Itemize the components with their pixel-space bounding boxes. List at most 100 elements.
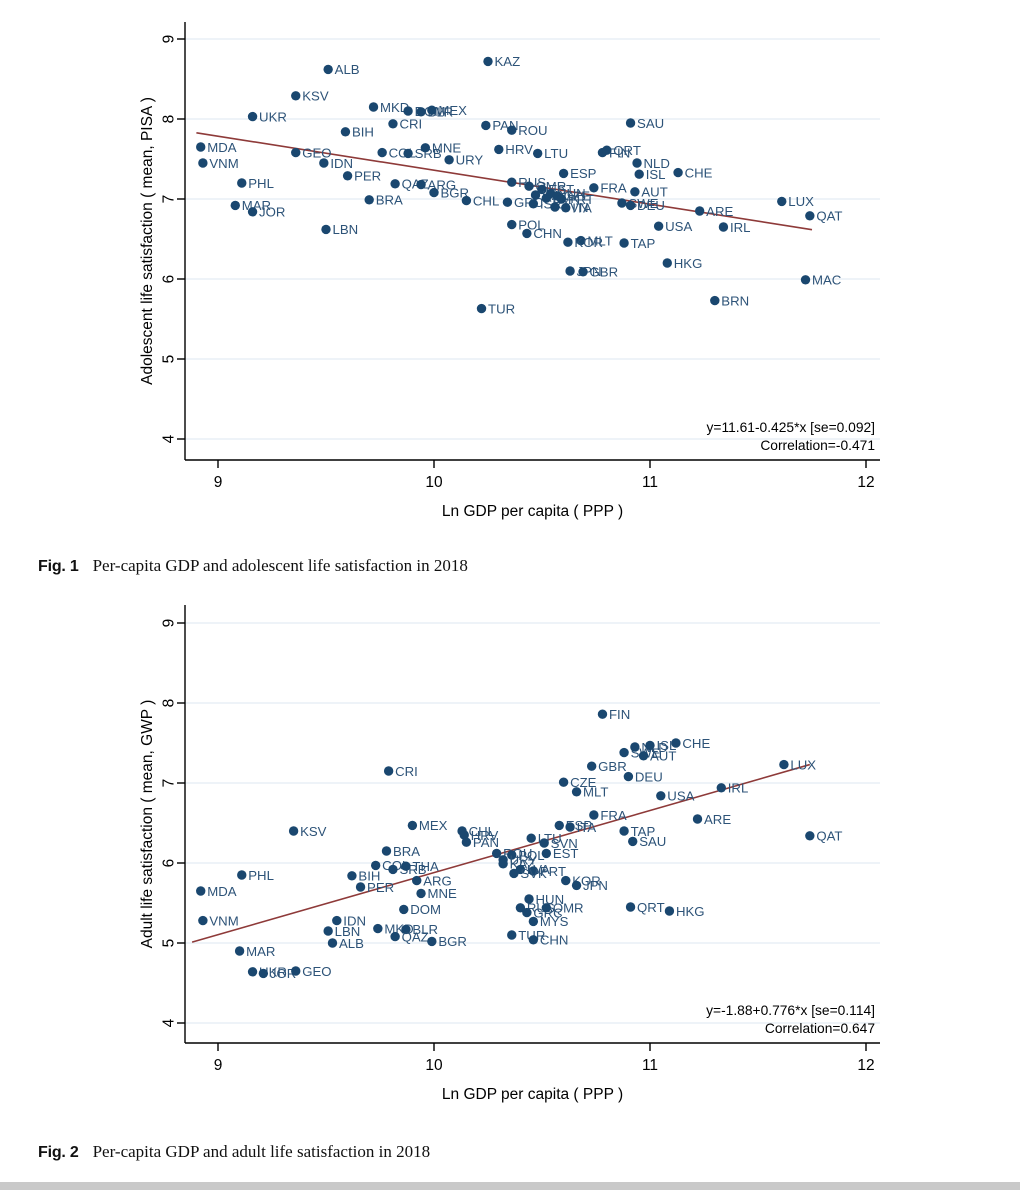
point-label-QAZ: QAZ bbox=[402, 929, 429, 944]
point-label-TAP: TAP bbox=[631, 236, 656, 251]
fig2-caption: Fig. 2 Per-capita GDP and adult life sati… bbox=[38, 1142, 430, 1162]
point-label-TUR: TUR bbox=[518, 928, 545, 943]
point-label-URY: URY bbox=[456, 153, 484, 168]
point-label-CHN: CHN bbox=[533, 226, 562, 241]
scatter-point-KSV bbox=[291, 91, 301, 101]
point-label-ITA: ITA bbox=[577, 820, 597, 835]
scatter-point-RUS bbox=[507, 177, 517, 187]
scatter-point-MNE bbox=[420, 143, 431, 153]
scatter-point-JPN bbox=[571, 880, 582, 891]
scatter-point-SWE bbox=[619, 747, 629, 758]
fig1-caption: Fig. 1 Per-capita GDP and adolescent life… bbox=[38, 556, 468, 576]
point-label-ALB: ALB bbox=[335, 62, 360, 77]
point-label-QAT: QAT bbox=[816, 209, 842, 224]
scatter-point-LUX bbox=[777, 196, 787, 207]
scatter-point-JPN bbox=[565, 266, 575, 276]
point-label-MEX: MEX bbox=[419, 818, 448, 833]
scatter-point-GEO bbox=[291, 966, 301, 976]
scatter-point-NLD bbox=[630, 742, 640, 752]
point-label-SVN: SVN bbox=[551, 836, 578, 851]
scatter-point-BIH bbox=[347, 871, 357, 881]
scatter-point-RUS bbox=[515, 903, 526, 913]
scatter-point-GEO bbox=[291, 147, 301, 158]
scatter-point-PAN bbox=[481, 120, 491, 131]
fig1-scatter-chart: 4 5 6 7 8 9 9 10 11 12 Ln GDP per capita ( PPP ) Ad… bbox=[139, 22, 880, 520]
scatter-point-GBR bbox=[586, 761, 597, 771]
point-label-CHE: CHE bbox=[682, 736, 710, 751]
scatter-point-CHL bbox=[461, 195, 472, 206]
scatter-point-LTU bbox=[526, 833, 536, 843]
point-label-PHL: PHL bbox=[248, 868, 274, 883]
scatter-point-ITA bbox=[561, 203, 571, 213]
scatter-point-ISL bbox=[634, 169, 644, 179]
y-tick-label: 6 bbox=[161, 859, 178, 868]
scatter-point-QMR bbox=[524, 181, 534, 191]
scatter-point-ISL bbox=[645, 740, 655, 751]
x-tick-label: 11 bbox=[642, 474, 658, 491]
point-label-BLR: BLR bbox=[412, 922, 438, 937]
scatter-point-SVK bbox=[509, 868, 519, 879]
point-label-LBN: LBN bbox=[335, 924, 361, 939]
point-label-LBN: LBN bbox=[333, 222, 359, 237]
x-tick-label: 12 bbox=[857, 474, 874, 491]
scatter-point-HKG bbox=[662, 258, 672, 268]
scatter-point-CHE bbox=[671, 738, 681, 748]
fig2-scatter-chart: 4 5 6 7 8 9 9 10 11 12 Ln GDP per capita ( PPP ) Ad… bbox=[139, 605, 880, 1103]
scatter-point-POL bbox=[507, 850, 517, 860]
y-tick-label: 8 bbox=[161, 115, 178, 124]
scatter-point-PHL bbox=[237, 870, 247, 880]
scatter-point-MKD bbox=[373, 923, 383, 934]
point-label-ROU: ROU bbox=[518, 123, 547, 138]
scatter-point-BGR bbox=[429, 187, 439, 198]
scatter-point-UKR bbox=[247, 111, 258, 122]
point-label-MYS: MYS bbox=[540, 914, 569, 929]
scatter-point-JOR bbox=[258, 968, 269, 979]
scatter-point-VNM bbox=[198, 158, 208, 168]
scatter-point-BGR bbox=[427, 936, 437, 947]
scatter-point-ROU bbox=[491, 848, 502, 859]
point-label-MKD: MKD bbox=[380, 100, 409, 115]
scatter-point-LUX bbox=[779, 759, 789, 770]
scatter-point-LVA bbox=[530, 190, 541, 200]
scatter-point-MAR bbox=[230, 200, 240, 211]
scatter-point-PRT bbox=[556, 194, 567, 204]
scatter-point-SWE bbox=[617, 198, 627, 208]
regression-equation: y=11.61-0.425*x [se=0.092] bbox=[707, 420, 876, 435]
x-tick-label: 11 bbox=[642, 1057, 658, 1074]
scatter-point-ARG bbox=[416, 179, 426, 190]
scatter-point-SVN bbox=[539, 838, 549, 848]
scatter-point-GRC bbox=[522, 907, 532, 918]
point-label-CZE: CZE bbox=[564, 189, 591, 204]
y-tick-label: 5 bbox=[161, 939, 178, 948]
point-label-MEX: MEX bbox=[438, 103, 467, 118]
point-label-VNM: VNM bbox=[209, 913, 238, 928]
point-label-JPN: JPN bbox=[583, 878, 608, 893]
scatter-point-CRI bbox=[383, 766, 394, 776]
y-tick-label: 8 bbox=[161, 699, 178, 708]
scatter-point-TUR bbox=[507, 930, 517, 940]
point-label-MDA: MDA bbox=[207, 140, 237, 155]
scatter-point-QRT bbox=[625, 902, 636, 912]
scatter-point-KAZ bbox=[498, 859, 508, 869]
point-label-HRV: HRV bbox=[471, 828, 499, 843]
point-label-FIN: FIN bbox=[609, 145, 630, 160]
point-label-HRV: HRV bbox=[505, 142, 533, 157]
scatter-point-NLD bbox=[632, 158, 642, 168]
point-label-FRA: FRA bbox=[600, 181, 627, 196]
point-label-HKG: HKG bbox=[676, 904, 705, 919]
point-label-MDA: MDA bbox=[207, 884, 237, 899]
scatter-point-USA bbox=[656, 791, 666, 801]
point-label-ITA: ITA bbox=[572, 201, 592, 216]
point-label-NLD: NLD bbox=[644, 156, 670, 171]
point-label-MAC: MAC bbox=[812, 273, 842, 288]
scatter-point-HRV bbox=[459, 830, 469, 840]
point-label-QRT: QRT bbox=[637, 900, 665, 915]
point-label-TUR: TUR bbox=[488, 301, 515, 316]
scatter-point-URY bbox=[444, 155, 454, 165]
point-label-USA: USA bbox=[667, 789, 694, 804]
scatter-point-ARE bbox=[694, 206, 705, 216]
scatter-point-UKR bbox=[247, 967, 258, 977]
scatter-point-GBR bbox=[578, 267, 588, 277]
point-label-BIH: BIH bbox=[358, 869, 380, 884]
